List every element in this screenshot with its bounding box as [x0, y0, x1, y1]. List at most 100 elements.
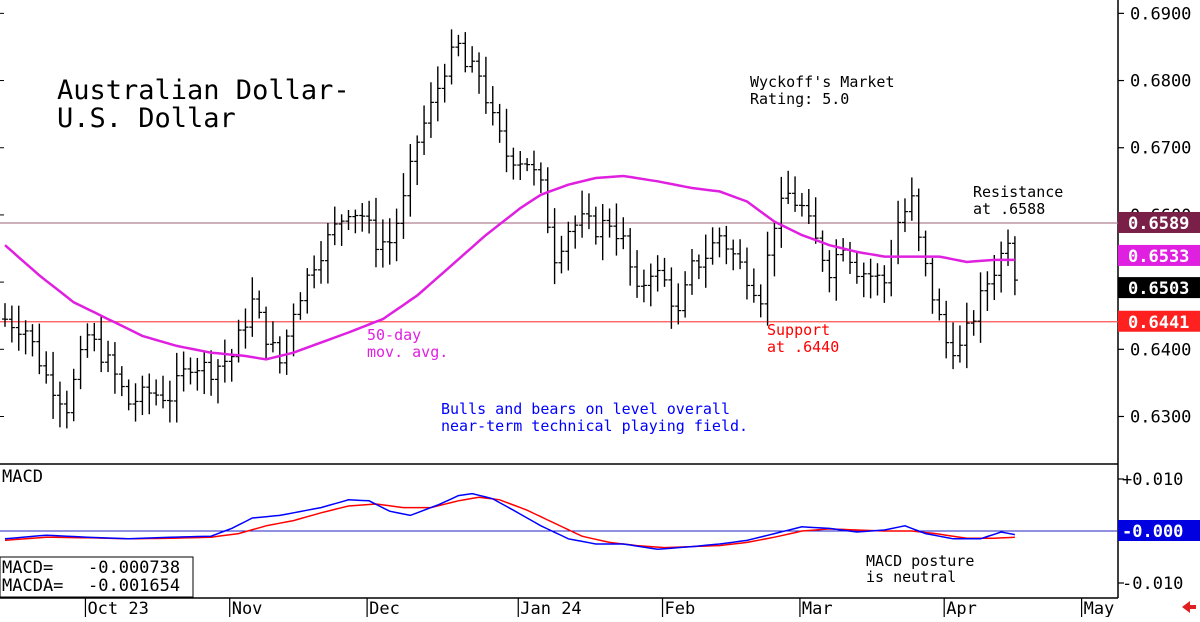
- price-bar: [173, 352, 180, 423]
- price-bar: [991, 254, 998, 300]
- macd-tick-label: +0.010: [1122, 470, 1183, 490]
- price-bar: [324, 223, 331, 284]
- price-bar: [153, 379, 160, 406]
- macd-readout-value: -0.000738: [88, 558, 180, 578]
- price-tag: 0.6441: [1118, 310, 1200, 333]
- price-bars: [2, 29, 1018, 429]
- scroll-left-icon[interactable]: [1182, 601, 1196, 613]
- price-bar: [695, 254, 702, 280]
- price-bar: [915, 188, 922, 252]
- price-bar: [998, 241, 1005, 293]
- macd-readout-box: [0, 556, 194, 598]
- price-bar: [530, 150, 537, 186]
- price-bar: [950, 322, 957, 370]
- price-bar: [544, 167, 551, 234]
- macda-readout-value: -0.001654: [88, 576, 180, 596]
- price-bar: [166, 380, 173, 423]
- price-bar: [84, 323, 91, 358]
- price-bar: [160, 375, 167, 409]
- price-bar: [187, 357, 194, 385]
- price-bar: [771, 222, 778, 277]
- price-bar: [249, 277, 256, 337]
- price-bar: [792, 176, 799, 212]
- price-bar: [613, 203, 620, 256]
- price-bar: [352, 209, 359, 234]
- month-label: May: [1084, 599, 1115, 617]
- rating-line-2: Rating: 5.0: [750, 90, 849, 108]
- price-bar: [63, 390, 70, 429]
- price-bar: [15, 305, 22, 351]
- rating-line-1: Wyckoff's Market: [750, 73, 895, 91]
- price-bar: [105, 340, 112, 373]
- moving-average-line: [4, 174, 1015, 361]
- commentary-line-1: Bulls and bears on level overall: [441, 400, 730, 418]
- price-bar: [668, 267, 675, 329]
- price-tick-label: 0.6300: [1130, 407, 1191, 427]
- price-bar: [242, 308, 249, 349]
- price-tag-label: 0.6503: [1128, 279, 1189, 299]
- price-bar: [764, 231, 771, 326]
- resistance-label-line-2: at .6588: [973, 200, 1045, 218]
- price-bar: [98, 316, 105, 373]
- price-bar: [77, 335, 84, 390]
- price-bar: [737, 239, 744, 270]
- month-label: Feb: [665, 599, 696, 617]
- support-label-line-1: Support: [767, 321, 830, 339]
- price-bar: [853, 250, 860, 284]
- price-bar: [331, 206, 338, 246]
- price-bar: [359, 203, 366, 232]
- price-bar: [8, 305, 15, 343]
- price-bar: [43, 351, 50, 384]
- price-bar: [111, 342, 118, 394]
- price-bar: [929, 258, 936, 314]
- month-label: Mar: [802, 599, 833, 617]
- price-bar: [819, 230, 826, 272]
- price-bar: [345, 209, 352, 230]
- price-bar: [36, 323, 43, 375]
- price-bar: [805, 188, 812, 225]
- price-bar: [29, 324, 36, 357]
- value-tags: 0.6589 0.6533 0.6503 0.6441: [1118, 211, 1200, 333]
- price-bar: [304, 268, 311, 314]
- price-bar: [750, 268, 757, 303]
- price-bar: [214, 359, 221, 404]
- price-bar: [194, 357, 201, 391]
- price-bar: [558, 235, 565, 274]
- price-bar: [482, 56, 489, 114]
- price-bar: [723, 225, 730, 265]
- price-bar: [476, 52, 483, 94]
- price-bar: [901, 198, 908, 233]
- price-bar: [634, 250, 641, 298]
- price-bar: [50, 351, 57, 419]
- price-bar: [579, 190, 586, 238]
- price-bar: [551, 208, 558, 285]
- price-bar: [414, 135, 421, 186]
- price-bar: [283, 329, 290, 375]
- price-bar: [565, 221, 572, 271]
- price-bar: [627, 228, 634, 286]
- price-bar: [812, 197, 819, 244]
- price-bar: [70, 368, 77, 422]
- price-bar: [407, 144, 414, 217]
- price-bar: [537, 162, 544, 193]
- price-bar: [524, 158, 531, 172]
- month-label: Dec: [369, 599, 400, 617]
- macd-zero-tag-label: -0.000: [1122, 522, 1183, 542]
- macd-panel-name: MACD: [2, 467, 43, 487]
- price-bar: [874, 263, 881, 296]
- month-label: Jan 24: [520, 599, 581, 617]
- price-bar: [592, 206, 599, 245]
- month-axis: Oct 23 Nov Dec Jan 24 Feb Mar Apr May: [84, 598, 1115, 619]
- price-bar: [867, 258, 874, 299]
- commentary-line-2: near-term technical playing field.: [441, 417, 748, 435]
- price-bar: [956, 325, 963, 363]
- support-label-line-2: at .6440: [767, 338, 839, 356]
- price-bar: [661, 257, 668, 287]
- price-bar: [125, 379, 132, 411]
- price-bar: [427, 82, 434, 138]
- price-tick-label: 0.6800: [1130, 72, 1191, 92]
- price-tick-label: 0.6400: [1130, 340, 1191, 360]
- price-bar: [263, 306, 270, 360]
- price-bar: [366, 200, 373, 234]
